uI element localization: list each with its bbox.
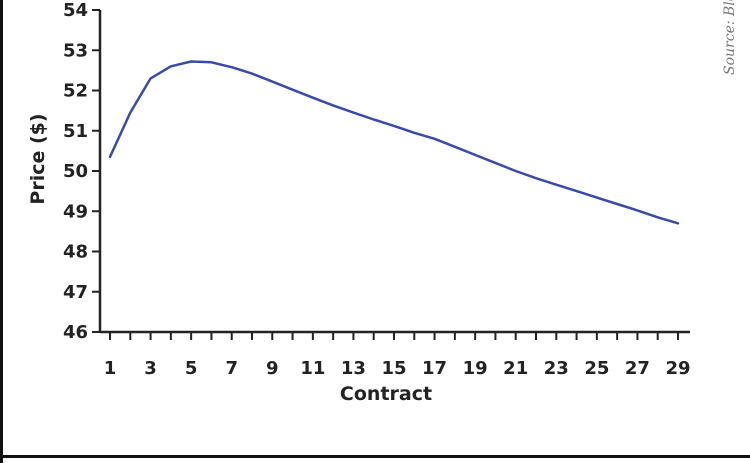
- x-tick-label: 29: [665, 358, 690, 379]
- x-tick-label: 17: [422, 358, 447, 379]
- y-tick-label: 49: [63, 201, 88, 222]
- chart-axes: [98, 10, 690, 334]
- x-tick-label: 15: [381, 358, 406, 379]
- y-tick-label: 53: [63, 40, 88, 61]
- x-tick-label: 5: [185, 358, 198, 379]
- x-axis-ticks: 1 3 5 7 9 11 13 15 17 19 21 23 25 27 29: [104, 332, 691, 379]
- y-axis-ticks: 46 47 48 49 50 51 52 53 54: [63, 0, 100, 343]
- x-tick-label: 19: [463, 358, 488, 379]
- x-tick-label: 3: [144, 358, 157, 379]
- y-tick-label: 47: [63, 282, 88, 303]
- price-series-line: [108, 60, 680, 225]
- frame-bottom-border: [0, 455, 750, 458]
- x-tick-label: 9: [266, 358, 279, 379]
- chart-series: [108, 60, 680, 225]
- source-note: Source: Blo: [722, 0, 738, 75]
- frame-left-border: [0, 0, 3, 463]
- x-tick-label: 7: [225, 358, 238, 379]
- y-tick-label: 48: [63, 242, 88, 263]
- y-tick-label: 54: [63, 0, 88, 21]
- x-tick-label: 13: [341, 358, 366, 379]
- x-tick-label: 21: [503, 358, 528, 379]
- x-tick-label: 27: [625, 358, 650, 379]
- x-tick-label: 11: [300, 358, 325, 379]
- x-tick-label: 1: [104, 358, 117, 379]
- y-tick-label: 51: [63, 121, 88, 142]
- y-axis-label: Price ($): [27, 113, 49, 204]
- y-tick-label: 52: [63, 81, 88, 102]
- x-tick-label: 23: [544, 358, 569, 379]
- x-axis-label: Contract: [340, 383, 432, 405]
- x-tick-label: 25: [584, 358, 609, 379]
- y-tick-label: 50: [63, 161, 88, 182]
- y-tick-label: 46: [63, 322, 88, 343]
